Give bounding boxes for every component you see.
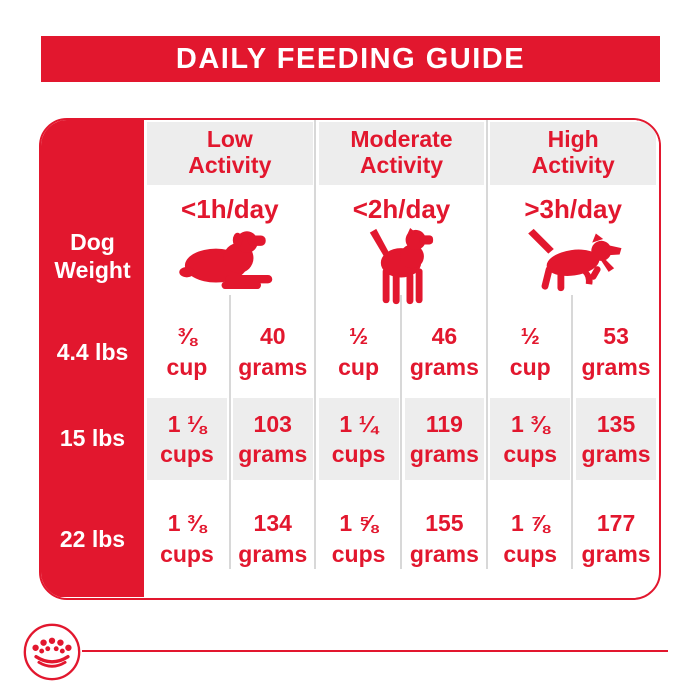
unit: cup [166,353,208,380]
cell-4.4lbs-high-grams: 53 grams [573,305,659,398]
cell-15lbs-high-grams: 135 grams [573,398,659,480]
unit: grams [238,353,308,380]
royal-canin-crown-logo [23,623,81,681]
cell-15lbs-low-grams: 103 grams [229,398,316,480]
header-moderate-line2: Activity [359,151,444,178]
unit: cups [160,540,214,567]
cell-4.4lbs-low-grams: 40 grams [230,305,316,398]
amount: 1 ⅝ [339,510,378,537]
weight-column-header: Dog Weight [41,228,144,284]
amount: 155 [425,510,464,537]
amount: 1 ⅜ [167,510,207,537]
header-high-line1: High [547,125,599,152]
unit: grams [409,540,479,567]
page-title: DAILY FEEDING GUIDE [175,42,526,75]
footer-divider-line [82,650,668,652]
duration-moderate: <2h/day [352,194,451,224]
unit: grams [581,540,651,567]
feeding-table: Dog Weight 4.4 lbs 15 lbs 22 lbs Low Act… [39,118,661,600]
unit: grams [581,441,651,467]
unit: cups [160,441,214,467]
unit: cups [331,540,386,567]
unit: grams [581,353,651,380]
header-low-line1: Low [206,125,253,152]
unit: cups [503,540,558,567]
amount: ½ [348,323,369,350]
amount: 119 [425,410,463,437]
duration-cell-high: >3h/day [487,185,659,305]
column-header-low-activity: Low Activity [144,120,316,185]
cell-15lbs-moderate-cups: 1 ¼ cups [315,398,402,480]
running-dog-icon [528,228,622,292]
amount: 134 [253,510,292,537]
unit: cups [503,441,558,467]
cell-15lbs-high-cups: 1 ⅜ cups [487,398,574,480]
header-low-line2: Activity [188,151,272,178]
amount: 1 ¼ [339,410,378,437]
cell-22lbs-high-grams: 177 grams [573,480,659,597]
duration-low: <1h/day [181,194,279,224]
unit: cups [331,441,386,467]
amount: 103 [253,410,292,437]
amount: 177 [596,510,636,537]
standing-dog-icon [370,228,434,305]
weight-header-line2: Weight [54,257,131,284]
banner: DAILY FEEDING GUIDE [41,36,660,82]
cell-22lbs-moderate-cups: 1 ⅝ cups [316,480,402,597]
duration-cell-moderate: <2h/day [316,185,488,305]
weight-row-label-2: 15 lbs [59,425,126,451]
amount: ½ [520,323,540,350]
duration-high: >3h/day [524,194,622,224]
unit: grams [409,353,479,380]
amount: 135 [596,410,636,437]
unit: cup [509,353,551,380]
unit: grams [238,540,308,567]
cell-15lbs-moderate-grams: 119 grams [401,398,488,480]
cell-22lbs-moderate-grams: 155 grams [402,480,488,597]
weight-header-line1: Dog [70,229,115,255]
weight-row-label-1: 4.4 lbs [56,339,129,365]
amount: 1 ⅛ [167,410,207,437]
lying-dog-icon [179,231,273,290]
amount: 1 ⅜ [511,410,550,437]
amount: 46 [431,323,458,350]
amount: 1 ⅞ [511,510,550,537]
amount: 53 [603,323,629,350]
amount: ⅜ [177,323,197,350]
unit: grams [409,441,479,467]
cell-22lbs-low-cups: 1 ⅜ cups [144,480,230,597]
column-header-high-activity: High Activity [487,120,659,185]
header-moderate-line1: Moderate [350,125,453,152]
cell-22lbs-high-cups: 1 ⅞ cups [487,480,573,597]
duration-cell-low: <1h/day [144,185,316,305]
column-header-moderate-activity: Moderate Activity [315,120,488,185]
unit: grams [238,441,308,467]
cell-4.4lbs-moderate-cup: ½ cup [316,305,402,398]
cell-4.4lbs-high-cup: ½ cup [487,305,573,398]
cell-15lbs-low-cups: 1 ⅛ cups [144,398,230,480]
unit: cup [338,353,380,380]
cell-4.4lbs-low-cup: ⅜ cup [144,305,230,398]
cell-22lbs-low-grams: 134 grams [230,480,316,597]
cell-4.4lbs-moderate-grams: 46 grams [402,305,488,398]
weight-column: Dog Weight 4.4 lbs 15 lbs 22 lbs [41,120,144,597]
header-high-line2: Activity [531,151,615,178]
amount: 40 [259,323,286,350]
weight-row-label-3: 22 lbs [59,526,126,552]
